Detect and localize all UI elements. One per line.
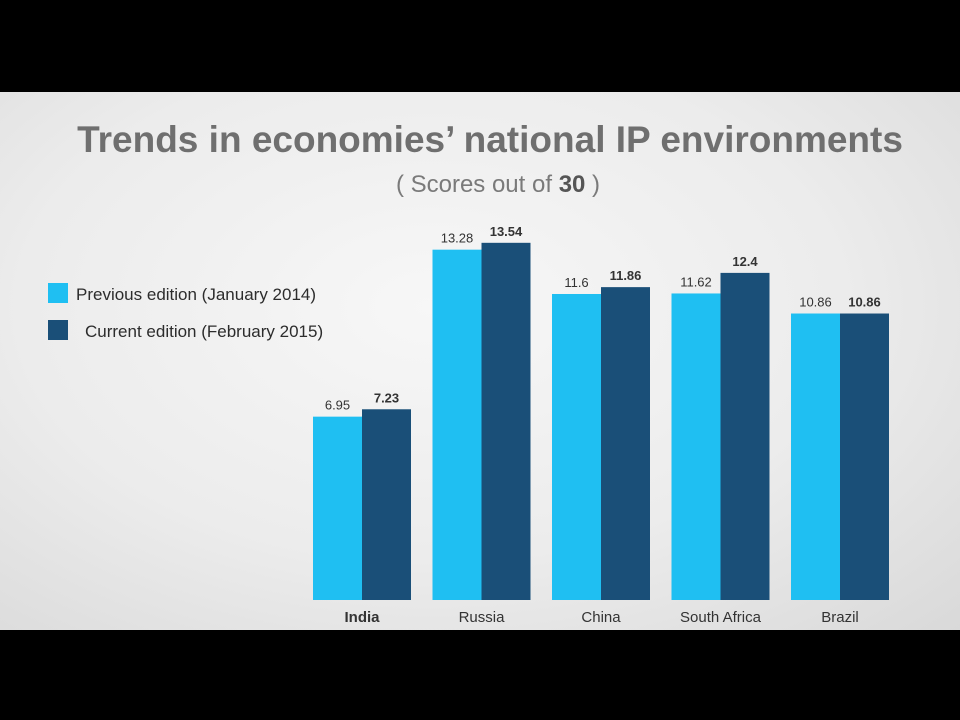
bar-brazil-previous [791,313,840,600]
subtitle-prefix: ( Scores out of [396,171,559,198]
legend-label-current: Current edition (February 2015) [85,322,323,341]
category-labels-group: India Russia China South Africa Brazil [344,609,858,626]
chart-title: Trends in economies’ national IP environ… [77,119,903,160]
bar-india-previous [313,416,362,600]
value-label-south-africa-previous: 11.62 [680,274,712,289]
bar-chart: Trends in economies’ national IP environ… [48,119,903,626]
value-label-brazil-previous: 10.86 [799,295,832,310]
bar-russia-current [481,242,531,600]
category-label-china: China [581,609,621,626]
value-label-india-previous: 6.95 [325,398,350,413]
category-label-brazil: Brazil [821,609,859,626]
subtitle-suffix: ) [585,171,600,198]
chart-slide: Trends in economies’ national IP environ… [0,92,960,630]
bar-china-current [601,287,650,600]
value-label-china-current: 11.86 [610,268,642,283]
value-label-russia-current: 13.54 [490,224,523,239]
legend-swatch-previous [48,283,68,303]
value-label-brazil-current: 10.86 [848,295,881,310]
bars-group [313,242,889,601]
bar-south-africa-previous [671,293,721,600]
bar-russia-previous [432,249,482,601]
legend-swatch-current [48,320,68,340]
value-label-india-current: 7.23 [374,390,399,405]
value-label-russia-previous: 13.28 [441,231,474,246]
bar-india-current [362,409,411,600]
category-label-russia: Russia [459,609,506,626]
bar-brazil-current [840,313,889,600]
bar-south-africa-current [720,272,770,600]
category-label-south-africa: South Africa [680,609,762,626]
bar-china-previous [552,293,601,600]
value-labels-group: 6.95 7.23 13.28 13.54 11.6 11.86 11.62 12.4 10.8… [325,224,881,413]
legend: Previous edition (January 2014) Current … [48,283,323,341]
category-label-india: India [344,609,380,626]
legend-label-previous: Previous edition (January 2014) [76,285,316,304]
value-label-south-africa-current: 12.4 [732,254,758,269]
value-label-china-previous: 11.6 [564,275,588,290]
subtitle-max-score: 30 [559,171,586,198]
chart-subtitle: ( Scores out of 30 ) [396,171,600,198]
